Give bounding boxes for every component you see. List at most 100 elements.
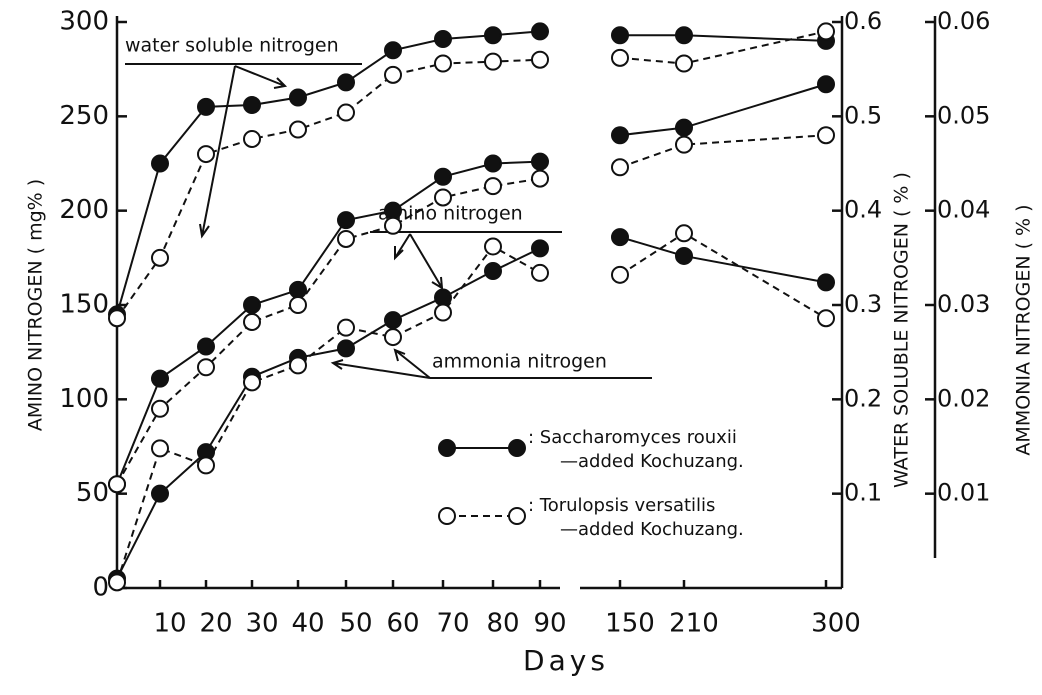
marker	[243, 296, 261, 314]
y2-tick-label: 0.6	[844, 7, 882, 35]
marker	[438, 507, 456, 525]
y2-tick-label: 0.1	[844, 479, 882, 507]
marker	[197, 145, 215, 164]
marker	[337, 103, 355, 122]
marker	[675, 118, 693, 137]
marker	[289, 356, 307, 375]
series-line	[116, 160, 541, 485]
annotation-leaders	[125, 63, 652, 379]
marker	[817, 309, 835, 328]
marker	[434, 167, 452, 186]
x-tick-label: 70	[436, 609, 469, 639]
marker	[531, 50, 549, 69]
x-tick-label: 50	[339, 609, 372, 639]
series-line	[619, 236, 827, 284]
x-tick-label: 60	[386, 609, 419, 639]
series-line	[619, 83, 827, 137]
marker	[675, 26, 693, 45]
marker	[434, 54, 452, 73]
marker	[384, 311, 402, 330]
y-tick-label: 200	[59, 195, 109, 225]
y3-tick-label: 0.06	[937, 7, 990, 35]
legend-label: —added Kochuzang.	[560, 451, 744, 472]
marker	[197, 358, 215, 377]
marker	[531, 169, 549, 188]
marker	[531, 152, 549, 171]
marker	[384, 328, 402, 347]
y-tick-label: 0	[92, 573, 109, 603]
series-line	[116, 247, 541, 580]
marker	[151, 399, 169, 418]
marker	[817, 75, 835, 94]
annotation: amino nitrogen	[378, 203, 523, 225]
marker	[434, 303, 452, 322]
marker	[151, 369, 169, 388]
x-tick-label: 40	[291, 609, 324, 639]
marker	[531, 22, 549, 41]
marker	[289, 88, 307, 107]
x-tick-label: 300	[811, 609, 861, 639]
y3-tick-label: 0.05	[937, 101, 990, 129]
y3-tick-label: 0.04	[937, 196, 990, 224]
marker	[384, 65, 402, 84]
legend-label: —added Kochuzang.	[560, 519, 744, 540]
marker	[243, 129, 261, 148]
marker	[611, 158, 629, 177]
marker	[243, 373, 261, 392]
annotation: ammonia nitrogen	[432, 351, 607, 373]
marker	[817, 273, 835, 292]
marker	[197, 97, 215, 116]
series-line	[620, 34, 827, 42]
x-tick-label: 80	[486, 609, 519, 639]
marker	[108, 475, 126, 494]
marker	[675, 224, 693, 243]
marker	[484, 154, 502, 173]
marker	[675, 246, 693, 265]
marker	[151, 248, 169, 267]
x-tick-label: 90	[533, 609, 566, 639]
y2-tick-label: 0.4	[844, 196, 882, 224]
y-axis-label: AMINO NITROGEN ( mg% )	[25, 179, 47, 431]
x-tick-label: 30	[245, 609, 278, 639]
marker	[611, 228, 629, 247]
x-tick-label: 10	[153, 609, 186, 639]
marker	[611, 126, 629, 145]
marker	[531, 263, 549, 282]
series-line	[116, 245, 541, 583]
series-line	[116, 177, 541, 485]
x-axis-label: Days	[523, 644, 609, 677]
marker	[384, 201, 402, 220]
marker	[611, 26, 629, 45]
marker	[289, 280, 307, 299]
marker	[108, 573, 126, 592]
series-line	[116, 30, 541, 315]
y2-tick-label: 0.2	[844, 384, 882, 412]
y-tick-label: 100	[59, 384, 109, 414]
marker	[337, 339, 355, 358]
x-tick-label: 210	[669, 609, 719, 639]
marker	[108, 309, 126, 328]
marker	[434, 29, 452, 48]
legend-label: : Torulopsis versatilis	[528, 495, 715, 516]
marker	[337, 73, 355, 92]
marker	[611, 265, 629, 284]
marker	[508, 507, 526, 525]
y2-tick-label: 0.5	[844, 101, 882, 129]
y3-tick-label: 0.01	[937, 479, 990, 507]
marker	[197, 337, 215, 356]
marker	[508, 439, 526, 457]
marker	[484, 177, 502, 196]
marker	[337, 229, 355, 248]
marker	[337, 211, 355, 230]
marker	[484, 26, 502, 45]
marker	[243, 312, 261, 331]
marker	[243, 96, 261, 115]
marker	[151, 484, 169, 503]
marker	[289, 120, 307, 139]
marker	[197, 456, 215, 475]
marker	[675, 135, 693, 154]
marker	[384, 41, 402, 60]
y3-tick-label: 0.03	[937, 290, 990, 318]
marker	[151, 154, 169, 173]
